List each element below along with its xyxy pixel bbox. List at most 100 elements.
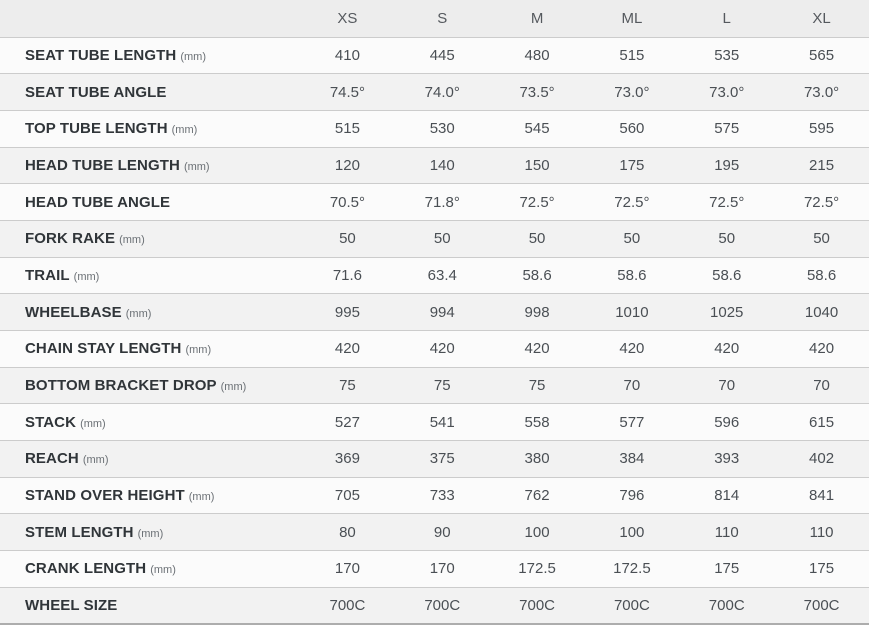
row-label-text: HEAD TUBE ANGLE [25,193,171,211]
cell-value: 420 [429,340,455,358]
unit-label: (mm) [220,381,247,394]
cell-value: 705 [334,487,360,505]
cell-value: 535 [714,46,740,64]
row-label: WHEELBASE (mm) [0,294,300,331]
row-label-text: CRANK LENGTH [25,560,147,578]
cell-value: 445 [429,46,455,64]
row-label-text: BOTTOM BRACKET DROP [25,377,217,395]
row-label-text: STACK [25,413,77,431]
cell-value: 1025 [710,303,744,321]
row-label: HEAD TUBE ANGLE [0,184,300,221]
cell-value: 110 [809,523,834,541]
row-label: CRANK LENGTH (mm) [0,551,300,588]
cell-value: 58.6 [522,266,552,284]
cell-value: 420 [334,340,360,358]
cell-value: 402 [809,450,835,468]
cell-value: 762 [524,487,550,505]
unit-label: (mm) [171,124,198,137]
row-label-text: TOP TUBE LENGTH [25,120,168,138]
table-row: STEM LENGTH (mm) 80 90 100 100 110 110 [0,513,869,551]
cell-value: 195 [714,156,740,174]
row-label: WHEEL SIZE [0,587,300,624]
table-row: STACK (mm) 527 541 558 577 596 615 [0,403,869,441]
cell-value: 50 [623,230,641,248]
cell-value: 58.6 [806,266,837,284]
row-label: SEAT TUBE ANGLE [0,74,300,111]
cell-value: 172.5 [613,560,651,578]
table-row: SEAT TUBE ANGLE 74.5° 74.0° 73.5° 73.0° 73.0°… [0,73,869,111]
unit-label: (mm) [80,417,106,430]
cell-value: 74.0° [424,83,460,101]
cell-value: 74.5° [329,83,366,101]
cell-value: 70 [623,377,641,395]
cell-value: 527 [334,413,360,431]
row-label-text: STEM LENGTH [25,523,134,541]
unit-label: (mm) [183,160,210,173]
cell-value: 73.0° [709,83,745,101]
unit-label: (mm) [150,564,176,577]
cell-value: 170 [429,560,455,578]
cell-value: 58.6 [712,266,742,284]
cell-value: 558 [524,413,550,431]
table-row: WHEEL SIZE 700C 700C 700C 700C 700C 700C [0,587,869,624]
empty-header-cell [0,0,300,37]
row-label: BOTTOM BRACKET DROP (mm) [0,367,300,404]
table-row: CRANK LENGTH (mm) 170 170 172.5 172.5 175 175 [0,550,869,588]
unit-label: (mm) [125,307,152,320]
cell-value: 545 [524,120,550,138]
cell-value: 420 [714,340,740,358]
table-row: FORK RAKE (mm) 50 50 50 50 50 50 [0,220,869,258]
cell-value: 150 [524,156,550,174]
table-row: BOTTOM BRACKET DROP (mm) 75 75 75 70 70 70 [0,367,869,404]
cell-value: 420 [809,340,835,358]
cell-value: 596 [714,413,740,431]
row-label: HEAD TUBE LENGTH (mm) [0,147,300,184]
row-label-text: CHAIN STAY LENGTH [25,340,182,358]
row-label-text: WHEELBASE [25,303,122,321]
row-label: CHAIN STAY LENGTH (mm) [0,331,300,368]
unit-label: (mm) [119,234,145,247]
cell-value: 420 [619,340,645,358]
cell-value: 72.5° [803,193,840,211]
table-row: WHEELBASE (mm) 995 994 998 1010 1025 1040 [0,293,869,331]
unit-label: (mm) [188,491,215,504]
cell-value: 110 [714,523,739,541]
row-label-text: FORK RAKE [25,230,116,248]
cell-value: 380 [524,450,550,468]
cell-value: 615 [809,413,835,431]
row-label: TOP TUBE LENGTH (mm) [0,110,300,147]
cell-value: 995 [334,303,360,321]
cell-value: 80 [339,523,356,541]
size-column-header: XS [300,0,395,37]
unit-label: (mm) [137,527,164,540]
row-label: TRAIL (mm) [0,257,300,294]
cell-value: 1040 [804,303,839,321]
row-label-text: HEAD TUBE LENGTH [25,156,180,174]
cell-value: 73.0° [803,83,840,101]
cell-value: 700C [424,596,461,614]
cell-value: 100 [524,523,550,541]
cell-value: 577 [619,413,645,431]
cell-value: 120 [334,156,360,174]
table-row: TOP TUBE LENGTH (mm) 515 530 545 560 575 595 [0,110,869,148]
cell-value: 814 [714,487,740,505]
cell-value: 63.4 [427,266,457,284]
cell-value: 530 [429,120,455,138]
cell-value: 733 [429,487,455,505]
cell-value: 700C [803,596,840,614]
cell-value: 71.8° [424,193,460,211]
cell-value: 841 [809,487,835,505]
cell-value: 369 [334,450,360,468]
table-row: REACH (mm) 369 375 380 384 393 402 [0,440,869,478]
row-label-text: TRAIL [25,266,70,284]
cell-value: 480 [524,46,550,64]
row-label: STEM LENGTH (mm) [0,514,300,551]
cell-value: 575 [714,120,740,138]
row-label-text: SEAT TUBE ANGLE [25,83,167,101]
cell-value: 71.6 [332,266,363,284]
cell-value: 700C [519,596,555,614]
cell-value: 175 [714,560,740,578]
cell-value: 73.5° [519,83,555,101]
row-label: SEAT TUBE LENGTH (mm) [0,37,300,74]
